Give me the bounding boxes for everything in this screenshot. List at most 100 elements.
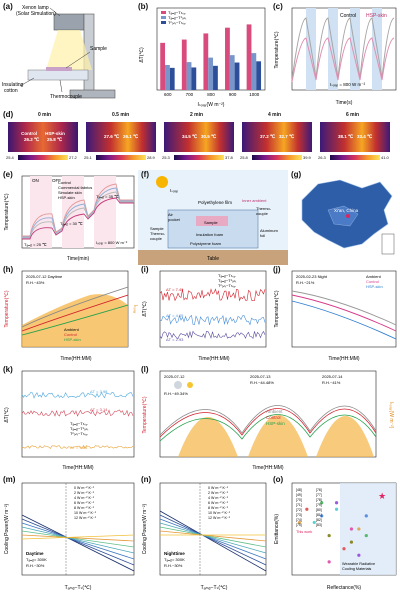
- e-legend-1: Control: [58, 180, 71, 185]
- n-lines-line-0: [159, 510, 267, 572]
- cbar-0-max: 27.2: [69, 155, 77, 160]
- m-lines-line-6: [21, 534, 135, 540]
- m-lines-line-1: [21, 518, 135, 566]
- m-ylabel: Cooling Power(W m⁻²): [4, 503, 10, 554]
- o-point-48: [305, 507, 309, 511]
- cbar-1-min: 25.1: [84, 155, 92, 160]
- c-note: Iₛₒₗₐᵣ = 800 W m⁻²: [330, 82, 366, 87]
- o-xlabel: Reflectance(%): [327, 585, 362, 591]
- m-leg-0: 0 W m⁻² K⁻¹: [74, 486, 95, 490]
- m-tamb: Tₐₘᵦ= 300K: [26, 557, 47, 562]
- c-hsp-line: [291, 37, 395, 83]
- cbar-1-max: 28.9: [147, 155, 155, 160]
- m-leg-6: 12 W m⁻² K⁻¹: [74, 516, 97, 520]
- f-insul: Insulation foam: [196, 232, 224, 237]
- d-time-4: 6 min: [346, 112, 360, 118]
- h-xlabel: Time(HH:MM): [60, 356, 92, 362]
- bar-800-1: [208, 57, 214, 90]
- m-leg-1: 2 W m⁻² K⁻¹: [74, 491, 95, 495]
- n-leg-3: 6 W m⁻² K⁻¹: [208, 501, 229, 505]
- f-couple: couple: [256, 211, 269, 216]
- setup-schematic: Xenon lamp (Solar Simulation) Sample Ins…: [2, 5, 116, 100]
- m-xlabel: Tₐₘᵦ−Tₛ(℃): [65, 585, 92, 591]
- m-lines: [21, 514, 135, 572]
- e-on-band-1: [30, 176, 52, 248]
- b-tick-600: 600: [164, 92, 172, 97]
- h-date: 2025-07-12 Daytime: [26, 274, 63, 279]
- panel-label-c: (c): [273, 2, 283, 11]
- o-ref-1: [49]: [296, 493, 302, 497]
- l-xlabel: Time(HH:MM): [252, 465, 284, 471]
- b-legend-1: Tₐₘᵦ−Tₕₛₚ: [168, 10, 186, 15]
- chart-i: Tₐₘᵦ−Tₕₛₚ Tₐₘᵦ−Tᶜₒₙₜ Tᶜₒₙₜ−Tₕₛₚ ΔT = 7.4…: [142, 270, 267, 362]
- e-t1: Tₐₘᵦ = 25 ℃: [24, 242, 47, 247]
- panel-h: (h) 2025-07-12 Daytime R.H.~43% Ambient …: [0, 265, 138, 365]
- panel-label-f: (f): [141, 170, 149, 179]
- panel-d: (d) 0 min 0.5 min 2 min 4 min 6 min Cont…: [0, 110, 400, 170]
- j-legend-2: Control: [366, 279, 379, 284]
- l-y2label: Iₛₒₗₐᵣ(W m⁻²): [388, 402, 394, 429]
- panel-o: (o) Wearable Radiative Cooling Materials…: [270, 475, 400, 599]
- j-ylabel: Temperature(℃): [274, 290, 280, 327]
- e-t2: Tₐₘᵦ = 30 ℃: [60, 221, 83, 226]
- insulating-cotton: [27, 69, 89, 81]
- chart-e: ON OFF Control Commercial fabrics Simula…: [4, 175, 135, 262]
- o-point-77: [364, 514, 368, 518]
- sun-icon: [156, 176, 168, 188]
- b-tick-1000: 1000: [249, 92, 260, 97]
- f-tc3: couple: [150, 236, 163, 241]
- bar-700-1: [186, 62, 192, 90]
- f-table: Table: [207, 256, 219, 262]
- i-xlabel: Time(HH:MM): [198, 356, 230, 362]
- e-hsp-line: [22, 197, 134, 240]
- i-legend-3: Tᶜₒₙₜ−Tₕₛₚ: [218, 283, 236, 288]
- d-time-0: 0 min: [38, 112, 52, 118]
- cbar-0-min: 25.4: [6, 155, 14, 160]
- m-lines-line-0: [21, 514, 135, 572]
- o-ref-11: [79]: [316, 503, 322, 507]
- chart-j: 2025-02-23 Night R.H.~21% Ambient Contro…: [274, 270, 397, 362]
- d0-control-temp: 26.2 ℃: [23, 137, 39, 142]
- cloud-icon: [174, 381, 182, 389]
- l-ambient-line: [159, 405, 377, 436]
- e-legend-3: Simulate skin: [58, 190, 82, 195]
- d-time-1: 0.5 min: [112, 112, 130, 118]
- e-note: Iₛₒₗₐᵣ = 800 W m⁻²: [96, 240, 128, 245]
- k-line-1: [21, 391, 134, 399]
- b-ylabel: ΔT(℃): [139, 47, 145, 63]
- d0-control: Control: [21, 131, 38, 136]
- bar-1000-2: [256, 61, 262, 90]
- e-xlabel: Time(min): [67, 256, 90, 262]
- e-t3: Tₐₘᵦ = 35 ℃: [96, 194, 119, 199]
- o-point-76: [342, 547, 346, 551]
- colorbar-1: [96, 155, 146, 160]
- o-point-72: [334, 501, 339, 505]
- e-legend-2: Commercial fabrics: [58, 185, 92, 190]
- o-point-74: [327, 560, 331, 564]
- d3-control-temp: 37.2 ℃: [259, 134, 275, 139]
- e-on-band-3: [94, 176, 116, 248]
- f-thermo: Thermo-: [256, 206, 272, 211]
- l-legend-2: Control: [266, 415, 281, 420]
- g-city: Xi'an, China: [334, 208, 359, 213]
- o-ref-10: [78]: [316, 498, 322, 502]
- l-date-1: 2025-07-12: [164, 374, 185, 379]
- f-inner: Inner ambient: [242, 198, 267, 203]
- lamp-housing: [53, 13, 85, 31]
- o-ref-5: [73]: [296, 513, 302, 517]
- m-leg-5: 10 W m⁻² K⁻¹: [74, 511, 97, 515]
- sample-plate: [196, 216, 228, 226]
- panel-label-i: (i): [141, 265, 149, 274]
- chart-n: 0 W m⁻² K⁻¹ 2 W m⁻² K⁻¹ 4 W m⁻² K⁻¹ 6 W …: [142, 482, 267, 591]
- panel-k: (k) ΔT = 3.98 ΔT = 3.14 ΔT = 0.84 Tₐₘᵦ−T…: [0, 365, 138, 475]
- i-line-2: [159, 314, 266, 326]
- h-y2label: Iₛₒₗₐᵣ: [132, 304, 138, 314]
- panel-j: (j) 2025-02-23 Night R.H.~21% Ambient Co…: [270, 265, 400, 365]
- o-ref-6: [74]: [296, 518, 302, 522]
- panel-label-l: (l): [141, 365, 149, 374]
- j-date: 2025-02-23 Night: [296, 274, 328, 279]
- o-ref-12: [80]: [316, 508, 322, 512]
- o-point-78: [320, 501, 324, 505]
- panel-label-e: (e): [3, 170, 13, 179]
- o-point-49: [320, 514, 324, 518]
